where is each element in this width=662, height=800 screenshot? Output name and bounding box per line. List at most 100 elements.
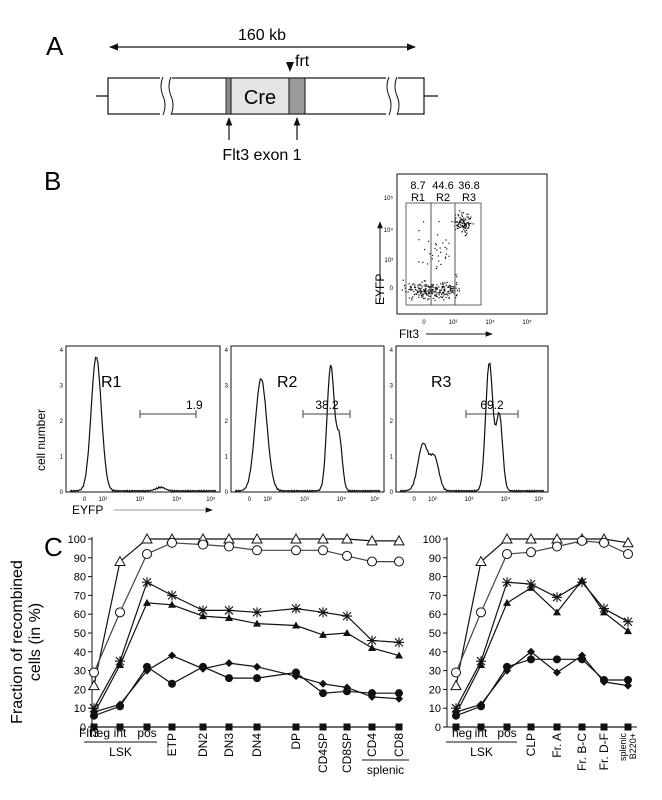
hist-y-tick-label: 2 bbox=[225, 419, 229, 425]
lsk-label: LSK bbox=[109, 745, 132, 759]
dot-plot-event bbox=[414, 286, 416, 288]
data-point-open-triangle bbox=[290, 532, 302, 544]
data-point-filled-circle bbox=[292, 668, 300, 677]
dot-plot-event bbox=[434, 247, 436, 250]
dot-plot-event bbox=[463, 225, 465, 227]
category-label: splenic bbox=[618, 733, 628, 762]
dot-plot-event bbox=[442, 242, 444, 244]
y-tick-label: 100 bbox=[68, 534, 86, 546]
dot-plot-event bbox=[462, 219, 464, 221]
panel-c-letter: C bbox=[44, 532, 63, 562]
dot-plot-event bbox=[446, 293, 448, 295]
dot-plot-event bbox=[436, 284, 438, 286]
dot-plot-event bbox=[426, 285, 428, 287]
data-point-filled-triangle bbox=[116, 660, 124, 668]
dot-plot-event bbox=[465, 225, 467, 227]
dot-plot-event bbox=[414, 288, 416, 291]
data-point-filled-triangle bbox=[477, 660, 485, 668]
data-point-filled-triangle bbox=[553, 608, 561, 616]
data-point-open-circle bbox=[623, 549, 633, 560]
data-point-filled-square bbox=[503, 723, 511, 731]
data-point-filled-triangle bbox=[624, 627, 632, 635]
dot-plot-event bbox=[423, 285, 425, 287]
hist-y-tick-label: 2 bbox=[390, 419, 394, 425]
y-tick-label: 90 bbox=[429, 553, 441, 565]
histogram-r1-pct: 1.9 bbox=[186, 398, 203, 412]
data-point-open-circle bbox=[318, 545, 328, 556]
data-point-filled-diamond bbox=[553, 668, 561, 677]
dot-x-label: Flt3 bbox=[399, 327, 419, 341]
dot-plot-event bbox=[414, 293, 416, 295]
panel-b-letter: B bbox=[44, 166, 61, 196]
data-point-open-triangle bbox=[141, 532, 153, 544]
dot-plot-event bbox=[436, 296, 438, 298]
dot-plot-event bbox=[458, 215, 460, 217]
dot-plot-event bbox=[457, 224, 459, 226]
dot-plot-event bbox=[462, 222, 464, 224]
data-point-filled-triangle bbox=[343, 629, 351, 636]
data-point-filled-diamond bbox=[253, 662, 261, 671]
data-point-star bbox=[394, 637, 404, 648]
hist-y-tick-label: 0 bbox=[390, 490, 394, 496]
y-tick-label: 20 bbox=[74, 684, 86, 696]
dot-plot-event bbox=[429, 290, 431, 292]
data-point-open-circle bbox=[252, 545, 262, 556]
dot-plot-event bbox=[455, 274, 457, 276]
dot-plot-event bbox=[429, 286, 431, 288]
data-point-filled-circle bbox=[319, 689, 327, 698]
dot-plot-event bbox=[431, 293, 434, 295]
panel-a-letter: A bbox=[46, 31, 64, 61]
category-label: DN4 bbox=[250, 733, 264, 757]
dot-plot-event bbox=[444, 288, 446, 290]
dot-plot-event bbox=[444, 290, 446, 292]
data-point-filled-triangle bbox=[143, 598, 151, 606]
dot-plot-event bbox=[421, 294, 423, 296]
dot-plot-event bbox=[449, 286, 452, 288]
dot-plot-event bbox=[424, 297, 426, 299]
data-point-filled-triangle bbox=[199, 612, 207, 620]
histogram-r3-frame bbox=[395, 345, 549, 493]
dot-plot-event bbox=[457, 223, 459, 225]
dot-plot-event bbox=[446, 281, 448, 283]
dot-plot-frame bbox=[396, 173, 548, 315]
dot-plot-event bbox=[447, 286, 450, 288]
dot-plot-event bbox=[444, 256, 447, 258]
dot-plot-event bbox=[425, 292, 427, 294]
dot-plot-event bbox=[444, 257, 447, 259]
dot-plot-event bbox=[435, 289, 437, 291]
category-label: DP bbox=[289, 733, 303, 750]
dot-plot-event bbox=[444, 293, 446, 295]
dot-plot-event bbox=[422, 295, 424, 297]
dot-plot-event bbox=[438, 294, 440, 296]
dot-plot-event bbox=[441, 297, 443, 299]
dot-plot-event bbox=[464, 218, 466, 220]
data-point-open-circle bbox=[394, 556, 404, 567]
data-point-filled-circle bbox=[90, 711, 98, 720]
dot-plot-event bbox=[467, 216, 469, 218]
dot-plot-event bbox=[461, 218, 463, 220]
data-point-open-circle bbox=[115, 607, 125, 618]
hist-x-tick-label: 0 bbox=[83, 497, 87, 503]
histogram-r3: R3 69.2 bbox=[395, 345, 549, 493]
dot-plot-event bbox=[438, 260, 440, 262]
data-point-open-triangle bbox=[114, 555, 126, 567]
data-point-filled-square bbox=[292, 723, 300, 731]
hist-x-tick-label: 10⁴ bbox=[172, 496, 182, 503]
hist-y-tick-label: 1 bbox=[390, 455, 394, 461]
dot-plot-event bbox=[445, 253, 448, 255]
dot-plot-event bbox=[414, 286, 417, 288]
dot-plot-event bbox=[447, 291, 449, 293]
dot-x-tick-3: 10⁵ bbox=[522, 319, 532, 326]
panel-c-y-label-line2: cells (in %) bbox=[27, 603, 44, 681]
data-point-filled-square bbox=[578, 723, 586, 731]
dot-plot-event bbox=[462, 220, 464, 222]
exon-label: Flt3 exon 1 bbox=[222, 147, 301, 164]
dot-plot-event bbox=[425, 291, 427, 293]
data-point-open-triangle bbox=[366, 534, 378, 546]
dot-plot-event bbox=[468, 223, 470, 225]
y-tick-label: 50 bbox=[74, 628, 86, 640]
dot-plot-event bbox=[447, 286, 449, 288]
dot-plot-event bbox=[460, 219, 462, 221]
hist-y-tick-label: 4 bbox=[225, 348, 229, 354]
dot-plot-event bbox=[418, 290, 421, 293]
